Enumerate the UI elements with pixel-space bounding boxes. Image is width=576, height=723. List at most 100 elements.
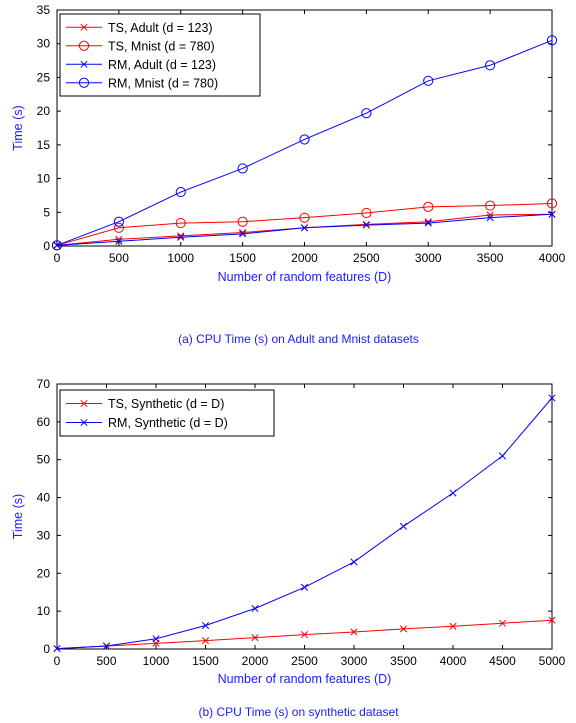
data-point <box>177 232 185 240</box>
legend-entry-label: TS, Adult (d = 123) <box>108 21 213 35</box>
legend-entry-label: RM, Synthetic (d = D) <box>108 416 228 430</box>
data-point <box>299 212 310 223</box>
data-point <box>548 616 556 624</box>
data-point <box>175 186 186 198</box>
data-point <box>300 583 309 591</box>
y-axis-label: Time (s) <box>11 494 25 539</box>
y-tick-label: 50 <box>37 453 51 467</box>
series-line <box>56 39 553 246</box>
chart-panel-2: 0 500 1000 1500 2000 2500 3000 3500 4000 4500 5000… <box>11 377 566 719</box>
x-tick-label: 3000 <box>341 654 368 668</box>
x-tick-label: 1500 <box>192 654 219 668</box>
data-point <box>548 210 556 218</box>
data-point <box>300 631 309 639</box>
data-point <box>498 452 507 460</box>
y-tick-label: 0 <box>43 642 50 656</box>
data-point <box>239 230 247 238</box>
data-point <box>361 207 372 219</box>
y-tick-label: 20 <box>37 104 51 118</box>
legend-marker <box>80 23 88 31</box>
data-point <box>299 134 310 145</box>
x-tick-label: 500 <box>96 654 116 668</box>
legend-entry-label: RM, Adult (d = 123) <box>108 58 216 72</box>
data-point <box>399 625 408 633</box>
data-point <box>177 233 185 241</box>
x-tick-label: 500 <box>109 251 129 265</box>
x-tick-label: 4000 <box>440 654 467 668</box>
y-tick-label: 10 <box>37 172 51 186</box>
data-point <box>53 645 61 653</box>
data-point <box>251 604 259 613</box>
x-tick-label: 0 <box>54 654 61 668</box>
data-point <box>201 637 210 645</box>
data-point <box>201 621 210 630</box>
data-point <box>350 628 358 636</box>
y-axis-label: Time (s) <box>11 105 25 150</box>
legend-box <box>59 389 275 437</box>
x-axis-label: Number of random features (D) <box>218 672 392 686</box>
data-point <box>115 237 123 245</box>
y-tick-label: 5 <box>43 205 50 219</box>
x-tick-label: 5000 <box>539 654 566 668</box>
data-point <box>237 216 248 227</box>
series-3 <box>53 210 556 249</box>
series-1 <box>53 616 556 653</box>
x-tick-label: 4500 <box>489 654 516 668</box>
data-point <box>546 198 558 209</box>
y-tick-label: 30 <box>37 37 51 51</box>
y-tick-label: 30 <box>37 528 51 542</box>
data-point <box>423 75 434 86</box>
data-point <box>399 522 408 530</box>
legend: TS, Synthetic (d = D) RM, Synthetic (d = … <box>59 389 275 437</box>
data-point <box>102 642 111 650</box>
legend-marker <box>80 60 88 68</box>
x-tick-label: 3500 <box>390 654 417 668</box>
series-2 <box>53 394 556 653</box>
y-tick-label: 25 <box>37 70 51 84</box>
data-point <box>350 558 358 566</box>
data-point <box>449 622 457 630</box>
data-point <box>485 60 496 71</box>
figure-caption: (b) CPU Time (s) on synthetic dataset <box>198 705 399 719</box>
figure-caption: (a) CPU Time (s) on Adult and Mnist data… <box>178 332 419 346</box>
x-tick-label: 1000 <box>167 251 194 265</box>
data-point <box>424 219 432 227</box>
x-tick-label: 1500 <box>229 251 256 265</box>
data-point <box>239 228 247 237</box>
legend-entry-label: TS, Mnist (d = 780) <box>108 39 215 53</box>
data-point <box>237 163 248 174</box>
x-tick-label: 4000 <box>539 251 566 265</box>
y-tick-label: 15 <box>37 138 51 152</box>
legend-marker <box>78 40 90 51</box>
data-point <box>485 200 496 211</box>
x-tick-label: 2500 <box>353 251 380 265</box>
data-point <box>361 108 372 119</box>
data-point <box>113 216 124 227</box>
x-tick-label: 3500 <box>477 251 504 265</box>
data-point <box>51 240 63 251</box>
legend-entry-label: RM, Mnist (d = 780) <box>108 76 218 90</box>
y-tick-label: 35 <box>37 3 51 17</box>
data-point <box>300 224 309 232</box>
legend-entry-label: TS, Synthetic (d = D) <box>108 397 224 411</box>
data-point <box>449 489 457 497</box>
data-point <box>362 221 370 229</box>
y-tick-label: 60 <box>37 415 51 429</box>
x-tick-label: 2500 <box>291 654 318 668</box>
data-point <box>423 201 434 212</box>
series-4 <box>51 35 558 251</box>
x-tick-label: 0 <box>54 251 61 265</box>
data-point <box>113 222 124 233</box>
data-point <box>424 218 432 226</box>
y-tick-label: 40 <box>37 491 51 505</box>
x-tick-label: 2000 <box>242 654 269 668</box>
y-tick-label: 70 <box>37 377 51 391</box>
y-tick-label: 20 <box>37 566 51 580</box>
legend-marker <box>78 77 90 88</box>
x-axis-label: Number of random features (D) <box>218 270 392 284</box>
data-point <box>175 217 186 229</box>
data-point <box>548 394 556 402</box>
data-point <box>546 35 558 46</box>
x-tick-label: 1000 <box>143 654 170 668</box>
